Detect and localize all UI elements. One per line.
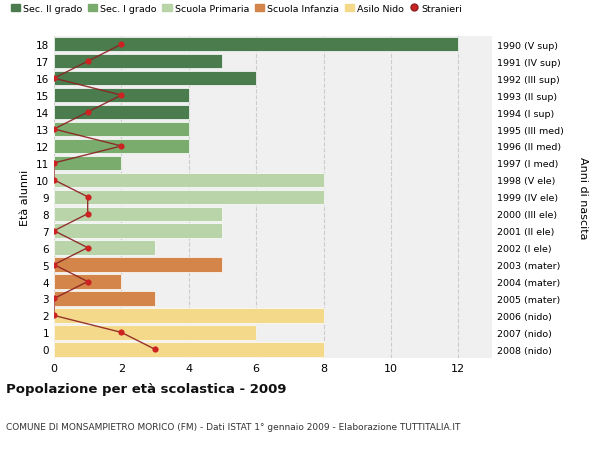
Point xyxy=(49,126,59,134)
Bar xyxy=(54,342,323,357)
Point xyxy=(116,143,126,150)
Bar xyxy=(54,241,155,255)
Bar xyxy=(54,89,189,103)
Bar xyxy=(54,140,189,154)
Point xyxy=(83,278,92,285)
Bar xyxy=(54,258,223,272)
Point xyxy=(116,329,126,336)
Point xyxy=(83,58,92,66)
Bar xyxy=(54,291,155,306)
Point xyxy=(83,194,92,201)
Point xyxy=(83,211,92,218)
Legend: Sec. II grado, Sec. I grado, Scuola Primaria, Scuola Infanzia, Asilo Nido, Stran: Sec. II grado, Sec. I grado, Scuola Prim… xyxy=(11,5,463,14)
Bar xyxy=(54,38,458,52)
Bar xyxy=(54,55,223,69)
Point xyxy=(150,346,160,353)
Bar xyxy=(54,123,189,137)
Bar xyxy=(54,190,323,205)
Point xyxy=(49,295,59,302)
Point xyxy=(116,92,126,100)
Bar xyxy=(54,308,323,323)
Bar xyxy=(54,173,323,188)
Bar xyxy=(54,224,223,238)
Bar xyxy=(54,325,256,340)
Point xyxy=(83,109,92,117)
Bar xyxy=(54,72,256,86)
Text: COMUNE DI MONSAMPIETRO MORICO (FM) - Dati ISTAT 1° gennaio 2009 - Elaborazione T: COMUNE DI MONSAMPIETRO MORICO (FM) - Dat… xyxy=(6,422,460,431)
Point xyxy=(49,177,59,184)
Point xyxy=(49,261,59,269)
Point xyxy=(83,245,92,252)
Y-axis label: Anni di nascita: Anni di nascita xyxy=(578,156,587,239)
Text: Popolazione per età scolastica - 2009: Popolazione per età scolastica - 2009 xyxy=(6,382,287,395)
Point xyxy=(49,160,59,167)
Point xyxy=(49,228,59,235)
Point xyxy=(49,312,59,319)
Bar xyxy=(54,207,223,221)
Bar xyxy=(54,275,121,289)
Point xyxy=(49,75,59,83)
Bar xyxy=(54,106,189,120)
Point xyxy=(116,41,126,49)
Y-axis label: Età alunni: Età alunni xyxy=(20,169,31,225)
Bar xyxy=(54,157,121,171)
